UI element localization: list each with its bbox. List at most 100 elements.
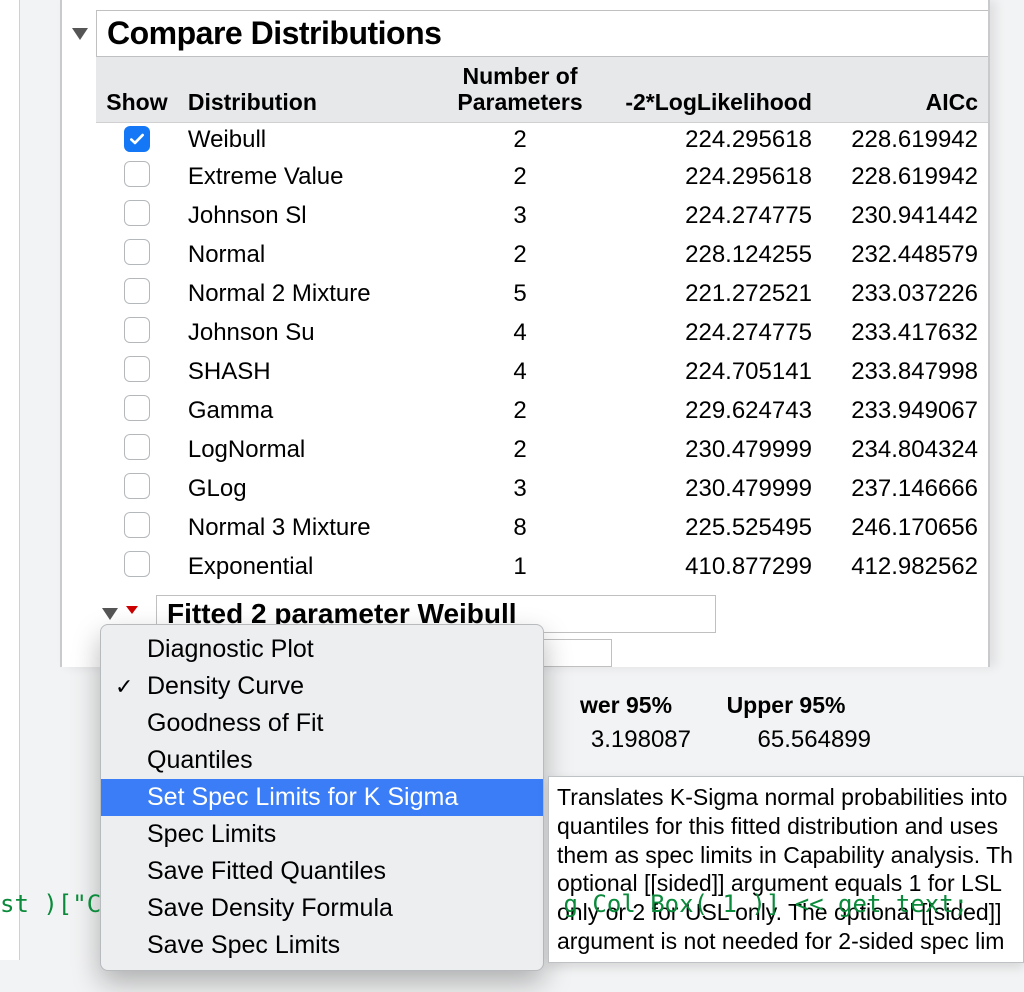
neg2-loglikelihood: 228.124255 (601, 236, 822, 275)
ci-header-lower: wer 95% (546, 692, 706, 719)
neg2-loglikelihood: 229.624743 (601, 392, 822, 431)
distribution-name: Normal (178, 236, 440, 275)
show-checkbox[interactable] (124, 356, 150, 382)
subsection-disclosure-icon[interactable] (102, 608, 118, 620)
num-parameters: 2 (440, 236, 601, 275)
num-parameters: 8 (440, 509, 601, 548)
ci-value-lower: 3.198087 (536, 726, 691, 754)
show-checkbox[interactable] (124, 512, 150, 538)
report-panel: Compare Distributions Show Distribution … (60, 0, 990, 667)
aicc-value: 246.170656 (822, 509, 988, 548)
neg2-loglikelihood: 224.274775 (601, 314, 822, 353)
distribution-name: Normal 3 Mixture (178, 509, 440, 548)
num-parameters: 2 (440, 431, 601, 470)
menu-item[interactable]: Diagnostic Plot (101, 631, 543, 668)
table-row: SHASH4224.705141233.847998 (96, 353, 988, 392)
menu-item-label: Quantiles (147, 746, 253, 774)
neg2-loglikelihood: 224.295618 (601, 122, 822, 158)
distribution-name: Extreme Value (178, 158, 440, 197)
show-checkbox[interactable] (124, 200, 150, 226)
show-checkbox[interactable] (124, 434, 150, 460)
neg2-loglikelihood: 224.705141 (601, 353, 822, 392)
distribution-name: SHASH (178, 353, 440, 392)
section-title: Compare Distributions (96, 10, 988, 57)
menu-item[interactable]: Quantiles (101, 742, 543, 779)
neg2-loglikelihood: 224.295618 (601, 158, 822, 197)
left-window-sliver (0, 0, 20, 960)
distribution-name: Gamma (178, 392, 440, 431)
col-header-parameters: Number of Parameters (440, 57, 601, 122)
table-row: Normal 2 Mixture5221.272521233.037226 (96, 275, 988, 314)
show-checkbox[interactable] (124, 551, 150, 577)
neg2-loglikelihood: 230.479999 (601, 431, 822, 470)
col-header-loglikelihood: -2*LogLikelihood (601, 57, 822, 122)
table-row: Gamma2229.624743233.949067 (96, 392, 988, 431)
col-header-aicc: AICc (822, 57, 988, 122)
distribution-name: Weibull (178, 122, 440, 158)
num-parameters: 2 (440, 122, 601, 158)
num-parameters: 5 (440, 275, 601, 314)
aicc-value: 233.037226 (822, 275, 988, 314)
menu-item-label: Diagnostic Plot (147, 635, 314, 663)
table-row: Weibull2224.295618228.619942 (96, 122, 988, 158)
num-parameters: 1 (440, 548, 601, 587)
col-header-distribution: Distribution (178, 57, 440, 122)
table-row: Johnson Sl3224.274775230.941442 (96, 197, 988, 236)
distribution-name: LogNormal (178, 431, 440, 470)
distribution-name: GLog (178, 470, 440, 509)
aicc-value: 233.417632 (822, 314, 988, 353)
num-parameters: 2 (440, 158, 601, 197)
menu-item-label: Density Curve (147, 672, 304, 700)
table-row: Normal2228.124255232.448579 (96, 236, 988, 275)
aicc-value: 237.146666 (822, 470, 988, 509)
neg2-loglikelihood: 225.525495 (601, 509, 822, 548)
ci-header-upper: Upper 95% (706, 692, 866, 719)
show-checkbox[interactable] (124, 126, 150, 152)
section-disclosure-icon[interactable] (72, 28, 88, 40)
show-checkbox[interactable] (124, 317, 150, 343)
num-parameters: 3 (440, 470, 601, 509)
menu-item[interactable]: Goodness of Fit (101, 705, 543, 742)
show-checkbox[interactable] (124, 239, 150, 265)
aicc-value: 234.804324 (822, 431, 988, 470)
num-parameters: 2 (440, 392, 601, 431)
distribution-name: Johnson Sl (178, 197, 440, 236)
neg2-loglikelihood: 221.272521 (601, 275, 822, 314)
distributions-table: Show Distribution Number of Parameters -… (96, 57, 988, 587)
distribution-name: Normal 2 Mixture (178, 275, 440, 314)
col-header-parameters-l2: Parameters (457, 89, 582, 115)
aicc-value: 228.619942 (822, 158, 988, 197)
aicc-value: 232.448579 (822, 236, 988, 275)
menu-item[interactable]: Set Spec Limits for K Sigma (101, 779, 543, 816)
checkmark-icon: ✓ (115, 674, 133, 700)
ci-value-upper: 65.564899 (691, 726, 871, 754)
col-header-parameters-l1: Number of (463, 63, 578, 89)
aicc-value: 230.941442 (822, 197, 988, 236)
ci-values: 3.198087 65.564899 (536, 726, 976, 754)
neg2-loglikelihood: 230.479999 (601, 470, 822, 509)
table-row: LogNormal2230.479999234.804324 (96, 431, 988, 470)
aicc-value: 233.847998 (822, 353, 988, 392)
num-parameters: 4 (440, 353, 601, 392)
show-checkbox[interactable] (124, 161, 150, 187)
menu-item[interactable]: ✓ Density Curve (101, 668, 543, 705)
num-parameters: 4 (440, 314, 601, 353)
table-row: Exponential1410.877299412.982562 (96, 548, 988, 587)
table-row: GLog3230.479999237.146666 (96, 470, 988, 509)
table-row: Extreme Value2224.295618228.619942 (96, 158, 988, 197)
show-checkbox[interactable] (124, 473, 150, 499)
show-checkbox[interactable] (124, 278, 150, 304)
menu-item-label: Goodness of Fit (147, 709, 323, 737)
neg2-loglikelihood: 410.877299 (601, 548, 822, 587)
subsection-hotspot-icon[interactable] (126, 606, 148, 622)
show-checkbox[interactable] (124, 395, 150, 421)
distribution-name: Exponential (178, 548, 440, 587)
col-header-show: Show (96, 57, 178, 122)
script-editor-snippet: st )["C g Col Box( 1 )] << get text; (0, 834, 1024, 974)
aicc-value: 228.619942 (822, 122, 988, 158)
menu-item-label: Set Spec Limits for K Sigma (147, 783, 458, 811)
table-row: Johnson Su4224.274775233.417632 (96, 314, 988, 353)
aicc-value: 233.949067 (822, 392, 988, 431)
distribution-name: Johnson Su (178, 314, 440, 353)
ci-headers: wer 95% Upper 95% (546, 692, 986, 719)
